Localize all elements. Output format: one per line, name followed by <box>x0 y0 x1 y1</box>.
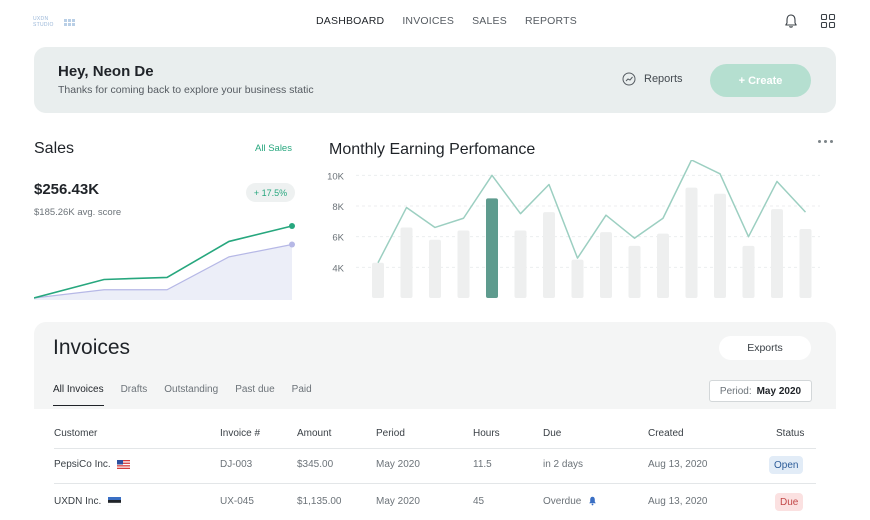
invoices-table: Customer Invoice # Amount Period Hours D… <box>34 409 836 520</box>
create-button[interactable]: + Create <box>710 64 811 97</box>
sales-change-badge: + 17.5% <box>246 183 295 202</box>
y-tick-label: 8K <box>332 202 344 213</box>
tab-paid[interactable]: Paid <box>291 384 312 395</box>
table-row-2-amount: $1,135.00 <box>297 496 342 507</box>
column-header-due[interactable]: Due <box>543 428 562 439</box>
status-badge-due[interactable]: Due <box>775 493 804 511</box>
bar <box>771 209 783 298</box>
table-row-1-created: Aug 13, 2020 <box>648 459 708 470</box>
bar <box>400 227 413 298</box>
exports-button[interactable]: Exports <box>719 336 811 360</box>
table-row-2-hours: 45 <box>473 496 485 507</box>
period-label: Period: <box>719 385 752 397</box>
bar <box>799 229 812 298</box>
column-header-created[interactable]: Created <box>648 428 684 439</box>
table-row-1-customer[interactable]: PepsiCo Inc. <box>54 459 131 471</box>
nav-item-dashboard[interactable]: DASHBOARD <box>316 15 385 27</box>
bar <box>714 193 726 298</box>
table-row-1-amount: $345.00 <box>297 459 334 470</box>
column-header-customer[interactable]: Customer <box>54 428 98 439</box>
tab-all-invoices[interactable]: All Invoices <box>53 384 104 406</box>
tab-outstanding[interactable]: Outstanding <box>164 384 219 395</box>
table-row-1-period: May 2020 <box>376 459 420 470</box>
reports-icon <box>622 72 636 86</box>
bar <box>372 262 384 298</box>
welcome-banner: Hey, Neon De Thanks for coming back to e… <box>34 47 836 113</box>
y-tick-label: 4K <box>332 263 344 274</box>
series-2-area <box>34 244 292 300</box>
table-row-2-created: Aug 13, 2020 <box>648 496 708 507</box>
bar <box>543 212 555 298</box>
brand-logo[interactable]: UXDN STUDIO <box>33 14 75 30</box>
bar <box>457 230 470 298</box>
bar <box>742 245 755 298</box>
bell-icon[interactable] <box>781 11 801 31</box>
table-row-2-due: Overdue <box>543 496 597 508</box>
column-header-invoice[interactable]: Invoice # <box>220 428 261 439</box>
column-header-status[interactable]: Status <box>776 428 805 439</box>
bar <box>657 233 669 298</box>
greeting-heading: Hey, Neon De <box>58 63 154 80</box>
monthly-earning-title: Monthly Earning Perfomance <box>329 141 536 158</box>
table-row-2-period: May 2020 <box>376 496 420 507</box>
bar <box>600 232 612 298</box>
bar <box>514 230 527 298</box>
column-header-hours[interactable]: Hours <box>473 428 500 439</box>
invoices-title: Invoices <box>53 336 131 359</box>
bar <box>685 187 698 298</box>
customer-name: UXDN Inc. <box>54 496 102 507</box>
series-2-end-point <box>289 241 295 248</box>
sales-title: Sales <box>34 140 75 157</box>
header-divider <box>54 448 816 449</box>
ee-flag-icon <box>108 496 122 506</box>
y-tick-label: 10K <box>327 171 345 182</box>
reports-label: Reports <box>644 73 683 85</box>
bell-alert-icon <box>589 497 596 506</box>
table-row-1-invoice: DJ-003 <box>220 459 253 470</box>
bar <box>429 239 441 298</box>
logo-mark-icon <box>64 18 75 26</box>
nav-item-reports[interactable]: REPORTS <box>524 15 577 27</box>
bar <box>628 245 641 298</box>
table-row-2-customer[interactable]: UXDN Inc. <box>54 496 122 508</box>
grid-icon[interactable] <box>818 11 838 31</box>
table-row-2-invoice: UX-045 <box>220 496 254 507</box>
table-row-1-due: in 2 days <box>543 459 584 470</box>
row-divider <box>54 483 816 484</box>
invoice-tabs: All Invoices Drafts Outstanding Past due… <box>53 384 329 406</box>
column-header-period[interactable]: Period <box>376 428 405 439</box>
earning-line <box>377 160 807 264</box>
top-nav: DASHBOARD INVOICES SALES REPORTS <box>316 14 577 28</box>
bar <box>486 198 498 298</box>
table-row-1-hours: 11.5 <box>473 459 492 470</box>
reports-button[interactable]: Reports <box>622 72 683 86</box>
series-1-line <box>34 225 293 299</box>
tab-past-due[interactable]: Past due <box>235 384 275 395</box>
y-tick-label: 6K <box>332 233 344 244</box>
greeting-subtitle: Thanks for coming back to explore your b… <box>58 84 314 96</box>
column-header-amount[interactable]: Amount <box>297 428 332 439</box>
period-value: May 2020 <box>756 385 802 397</box>
status-badge-open[interactable]: Open <box>769 456 804 474</box>
bar <box>571 259 584 298</box>
series-1-end-point <box>289 223 295 229</box>
due-text: Overdue <box>543 496 582 507</box>
period-select[interactable]: Period: May 2020 <box>709 380 812 402</box>
series-2-line <box>34 243 293 299</box>
sales-area-chart <box>34 223 295 300</box>
nav-item-invoices[interactable]: INVOICES <box>402 15 455 27</box>
sales-value: $256.43K <box>34 181 100 198</box>
sales-average: $185.26K avg. score <box>34 207 122 218</box>
logo-text: UXDN STUDIO <box>33 16 54 28</box>
us-flag-icon <box>117 459 131 469</box>
tab-drafts[interactable]: Drafts <box>120 384 148 395</box>
customer-name: PepsiCo Inc. <box>54 459 111 470</box>
all-sales-link[interactable]: All Sales <box>255 143 292 154</box>
monthly-earning-chart: 10K 8K 6K 4K <box>327 160 820 298</box>
nav-item-sales[interactable]: SALES <box>472 15 507 27</box>
more-options-icon[interactable] <box>815 134 835 148</box>
